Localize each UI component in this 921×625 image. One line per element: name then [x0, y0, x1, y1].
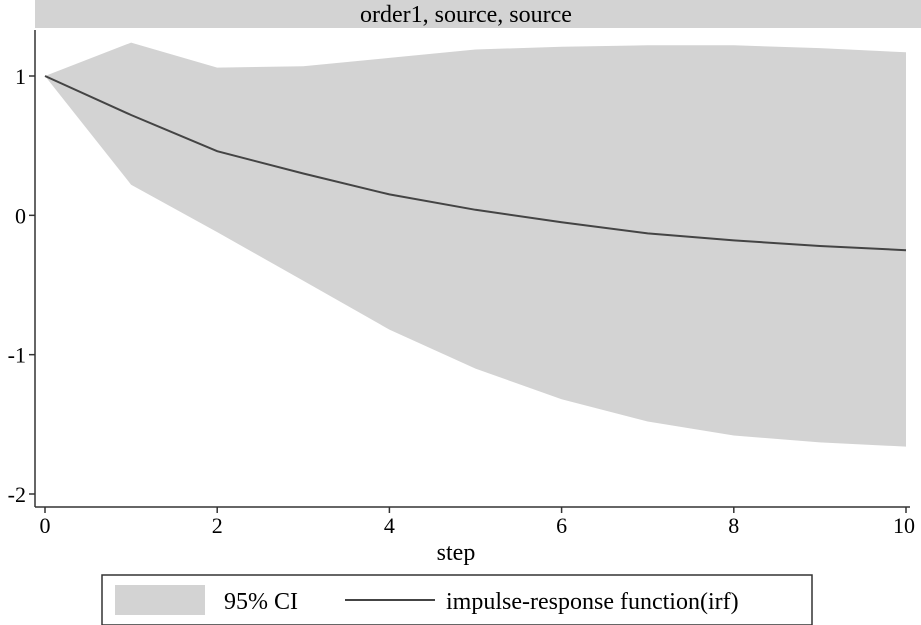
panel-title: order1, source, source — [360, 2, 572, 28]
legend-swatch-ci — [115, 585, 205, 615]
x-axis-ticks: 0 2 4 6 8 10 — [40, 507, 915, 538]
irf-line-layer — [44, 75, 907, 252]
x-tick-label: 6 — [556, 513, 567, 538]
y-tick-label: -1 — [8, 343, 26, 368]
legend-label-ci: 95% CI — [224, 589, 298, 615]
panel-title-strip — [35, 0, 921, 28]
irf-line — [44, 75, 907, 252]
y-tick-label: 1 — [15, 64, 26, 89]
y-axis-ticks: -2 -1 0 1 — [8, 64, 35, 507]
legend-label-irf: impulse-response function(irf) — [446, 589, 739, 615]
y-tick-label: -2 — [8, 482, 26, 507]
x-tick-label: 10 — [893, 513, 915, 538]
ci-band — [45, 42, 906, 447]
x-tick-label: 0 — [40, 513, 51, 538]
x-tick-label: 8 — [728, 513, 739, 538]
legend: 95% CI impulse-response function(irf) — [101, 574, 813, 625]
ci-band-layer — [45, 42, 906, 447]
x-tick-label: 2 — [212, 513, 223, 538]
legend-box — [101, 574, 813, 625]
x-axis-title: step — [437, 540, 476, 566]
y-tick-label: 0 — [15, 203, 26, 228]
x-tick-label: 4 — [384, 513, 395, 538]
